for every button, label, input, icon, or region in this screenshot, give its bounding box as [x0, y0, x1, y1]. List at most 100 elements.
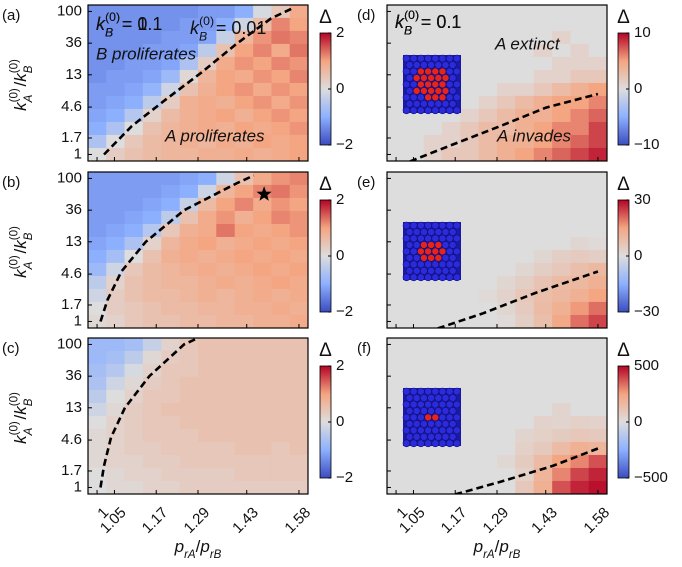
heatmap-cell [589, 224, 608, 237]
heatmap-cell [534, 172, 553, 185]
heatmap-cell [589, 250, 608, 263]
heatmap-cell [88, 416, 107, 429]
heatmap-cell [460, 289, 479, 302]
label-part: B [23, 398, 35, 406]
inset-cell [410, 440, 417, 447]
heatmap-cell [570, 211, 589, 224]
heatmap-cell [460, 122, 479, 135]
heatmap-cell [479, 57, 498, 70]
inset-cell [432, 440, 439, 447]
inset-cell [417, 388, 424, 395]
colorbar-tick-label: 2 [336, 357, 344, 374]
inset-cell [413, 254, 420, 261]
heatmap-cell [125, 403, 144, 416]
heatmap-cell [589, 109, 608, 122]
heatmap-cell [460, 198, 479, 211]
heatmap-cell [534, 5, 553, 18]
heatmap-cell [460, 351, 479, 364]
inset-cell [420, 100, 427, 107]
heatmap-cell [271, 83, 290, 96]
heatmap-cell [424, 364, 443, 377]
inset-cell [449, 241, 456, 248]
heatmap-cell [552, 185, 571, 198]
heatmap-cell [235, 276, 254, 289]
heatmap-cell [88, 109, 107, 122]
heatmap-cell [235, 364, 254, 377]
y-tick-label: 4.6 [61, 431, 82, 448]
heatmap-cell [125, 338, 144, 351]
inset-cell [449, 394, 456, 401]
heatmap-cell [161, 338, 180, 351]
panel-label: (b) [2, 174, 20, 191]
heatmap-cell [143, 403, 162, 416]
heatmap-cell [552, 237, 571, 250]
heatmap-cell [106, 237, 125, 250]
heatmap-cell [460, 263, 479, 276]
heatmap-cell [235, 263, 254, 276]
heatmap-cell [479, 198, 498, 211]
heatmap-cell [88, 83, 107, 96]
heatmap-cell [387, 198, 406, 211]
heatmap-cell [589, 351, 608, 364]
heatmap-cell [460, 442, 479, 455]
heatmap-cell [405, 455, 424, 468]
inset-cell [439, 401, 446, 408]
heatmap-cell [161, 172, 180, 185]
heatmap-cell [106, 172, 125, 185]
inset-cell [413, 267, 420, 274]
heatmap-cell [552, 468, 571, 481]
heatmap-cell [271, 31, 290, 44]
inset-cell [403, 261, 410, 268]
heatmap-cell [198, 224, 217, 237]
heatmap-cell [460, 237, 479, 250]
heatmap-cell [479, 70, 498, 83]
heatmap-cell [589, 122, 608, 135]
heatmap-cell [479, 5, 498, 18]
heatmap-cell [515, 351, 534, 364]
heatmap-cell [143, 148, 162, 161]
inset-cell [417, 94, 424, 101]
heatmap-cell [387, 211, 406, 224]
heatmap-cell [552, 481, 571, 494]
heatmap-cell [424, 302, 443, 315]
heatmap-cell [235, 237, 254, 250]
inset-cell [432, 248, 439, 255]
inset-cell [425, 81, 432, 88]
heatmap-cell [570, 83, 589, 96]
heatmap-cell [460, 70, 479, 83]
heatmap-cell [88, 70, 107, 83]
heatmap-cell [552, 83, 571, 96]
heatmap-cell [570, 57, 589, 70]
heatmap-cell [570, 315, 589, 328]
heatmap-cell [198, 442, 217, 455]
heatmap-cell [552, 18, 571, 31]
inset-cell [442, 61, 449, 68]
inset-cell [446, 414, 453, 421]
inset-cell [432, 261, 439, 268]
heatmap-cell [88, 289, 107, 302]
heatmap-cell [290, 198, 309, 211]
heatmap-cell [479, 211, 498, 224]
heatmap-cell [497, 18, 516, 31]
label-part: (0) [9, 226, 21, 240]
heatmap-cell [143, 315, 162, 328]
inset-cell [417, 222, 424, 229]
heatmap-cell [570, 416, 589, 429]
heatmap-cell [143, 468, 162, 481]
heatmap-cell [570, 198, 589, 211]
inset-cell [403, 274, 410, 281]
heatmap-cell [271, 481, 290, 494]
heatmap-cell [161, 315, 180, 328]
heatmap-cell [106, 250, 125, 263]
heatmap-cell [424, 172, 443, 185]
heatmap-cell [552, 263, 571, 276]
heatmap-cell [271, 429, 290, 442]
heatmap-cell [106, 351, 125, 364]
colorbar-tick-label: −2 [336, 303, 353, 320]
inset-cell [446, 81, 453, 88]
heatmap-cell [387, 44, 406, 57]
inset-cell [432, 235, 439, 242]
heatmap-cell [460, 250, 479, 263]
inset-cell [425, 68, 432, 75]
heatmap-cell [180, 364, 199, 377]
